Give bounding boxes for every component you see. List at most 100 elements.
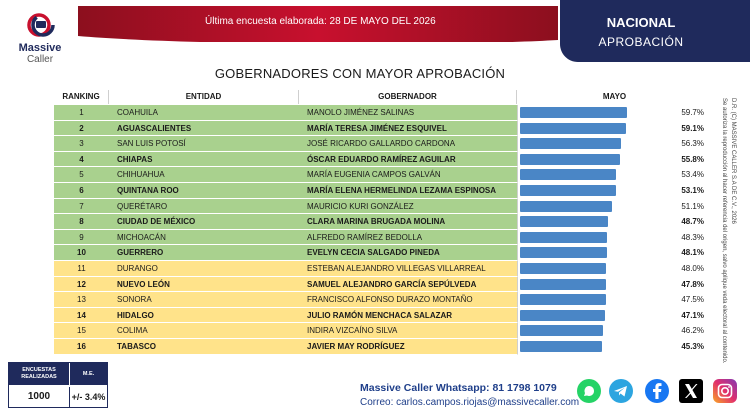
rank-cell: 9: [54, 229, 109, 246]
rank-cell: 16: [54, 339, 109, 355]
rank-cell: 3: [54, 136, 109, 152]
entidad-cell: SONORA: [109, 292, 299, 308]
bar-cell: [517, 183, 647, 199]
rank-cell: 7: [54, 198, 109, 215]
instagram-icon[interactable]: [712, 378, 738, 404]
table-row: 1 COAHUILA MANOLO JIMÉNEZ SALINAS 59.7%: [54, 105, 712, 121]
x-icon[interactable]: [678, 378, 704, 404]
approval-value-label: 55.8%: [647, 151, 712, 168]
approval-value-label: 45.3%: [647, 339, 712, 355]
rank-cell: 13: [54, 292, 109, 308]
entidad-cell: MICHOACÁN: [109, 229, 299, 246]
bar-cell: [517, 245, 647, 261]
stats-header-encuestas: ENCUESTAS REALIZADAS: [9, 363, 69, 385]
entidad-cell: DURANGO: [109, 261, 299, 277]
logo-mark-icon: [27, 13, 55, 37]
header-mayo: MAYO: [602, 92, 627, 101]
contact-whatsapp: Massive Caller Whatsapp: 81 1798 1079: [360, 382, 557, 394]
table-header: RANKING ENTIDAD GOBERNADOR MAYO: [54, 90, 712, 104]
approval-value-label: 53.1%: [647, 183, 712, 199]
gobernador-cell: JAVIER MAY RODRÍGUEZ: [299, 339, 517, 355]
approval-bar: [520, 231, 607, 243]
rank-cell: 15: [54, 323, 109, 339]
massive-caller-logo: Massive Caller: [8, 8, 72, 68]
table-row: 12 NUEVO LEÓN SAMUEL ALEJANDRO GARCÍA SEPÚ…: [54, 276, 712, 293]
stats-header-me: M.E.: [69, 363, 107, 385]
bar-cell: [517, 105, 647, 121]
gobernador-cell: MARÍA EUGENIA CAMPOS GALVÁN: [299, 167, 517, 183]
table-row: 6 QUINTANA ROO MARÍA ELENA HERMELINDA LEZA…: [54, 183, 712, 199]
entidad-cell: CHIHUAHUA: [109, 167, 299, 183]
rank-cell: 2: [54, 120, 109, 137]
bar-cell: [517, 276, 647, 293]
entidad-cell: AGUASCALIENTES: [109, 120, 299, 137]
bar-cell: [517, 307, 647, 324]
approval-bar: [520, 185, 616, 196]
bar-cell: [517, 261, 647, 277]
survey-stats-box: ENCUESTAS REALIZADAS M.E. 1000 +/- 3.4%: [8, 362, 108, 408]
survey-date-text: Última encuesta elaborada: 28 DE MAYO DE…: [205, 16, 436, 27]
table-row: 16 TABASCO JAVIER MAY RODRÍGUEZ 45.3%: [54, 339, 712, 355]
approval-value-label: 48.0%: [647, 261, 712, 277]
gobernador-cell: ALFREDO RAMÍREZ BEDOLLA: [299, 229, 517, 246]
entidad-cell: COLIMA: [109, 323, 299, 339]
gobernador-cell: MARÍA TERESA JIMÉNEZ ESQUIVEL: [299, 120, 517, 137]
entidad-cell: HIDALGO: [109, 307, 299, 324]
gobernador-cell: CLARA MARINA BRUGADA MOLINA: [299, 214, 517, 230]
legal-disclaimer: Se autoriza la reproducción al hacer ref…: [721, 98, 727, 364]
whatsapp-icon[interactable]: [576, 378, 602, 404]
bar-cell: [517, 292, 647, 308]
gobernador-cell: EVELYN CECIA SALGADO PINEDA: [299, 245, 517, 261]
table-row: 15 COLIMA INDIRA VIZCAÍNO SILVA 46.2%: [54, 323, 712, 339]
table-row: 13 SONORA FRANCISCO ALFONSO DURAZO MONTAÑO…: [54, 292, 712, 308]
scope-box: [560, 0, 750, 62]
entidad-cell: GUERRERO: [109, 245, 299, 261]
table-row: 3 SAN LUIS POTOSÍ JOSÉ RICARDO GALLARDO CA…: [54, 136, 712, 152]
table-row: 5 CHIHUAHUA MARÍA EUGENIA CAMPOS GALVÁN 53.…: [54, 167, 712, 183]
entidad-cell: TABASCO: [109, 339, 299, 355]
telegram-icon[interactable]: [608, 378, 634, 404]
approval-bar: [520, 169, 617, 181]
contact-email[interactable]: Correo: carlos.campos.riojas@massivecall…: [360, 397, 580, 408]
table-row: 10 GUERRERO EVELYN CECIA SALGADO PINEDA 48.…: [54, 245, 712, 261]
approval-value-label: 47.1%: [647, 307, 712, 324]
gobernador-cell: ÓSCAR EDUARDO RAMÍREZ AGUILAR: [299, 151, 517, 168]
gobernador-cell: FRANCISCO ALFONSO DURAZO MONTAÑO: [299, 292, 517, 308]
stats-value-me: +/- 3.4%: [69, 387, 107, 407]
brand-name-line2: Caller: [26, 54, 54, 65]
entidad-cell: NUEVO LEÓN: [109, 276, 299, 293]
approval-bar: [520, 247, 607, 259]
header-gobernador: GOBERNADOR: [299, 90, 517, 104]
entidad-cell: QUINTANA ROO: [109, 183, 299, 199]
bar-cell: [517, 323, 647, 339]
approval-value-label: 48.1%: [647, 245, 712, 261]
gobernador-cell: INDIRA VIZCAÍNO SILVA: [299, 323, 517, 339]
stats-label-encuestas-1: ENCUESTAS: [22, 367, 56, 373]
approval-bar: [520, 200, 612, 212]
brand-name-line1: Massive: [18, 42, 62, 54]
bar-cell: [517, 120, 647, 137]
rank-cell: 8: [54, 214, 109, 230]
table-row: 2 AGUASCALIENTES MARÍA TERESA JIMÉNEZ ESQU…: [54, 120, 712, 137]
approval-bar: [520, 341, 602, 352]
entidad-cell: SAN LUIS POTOSÍ: [109, 136, 299, 152]
stats-label-encuestas-2: REALIZADAS: [21, 374, 57, 380]
chart-title: GOBERNADORES CON MAYOR APROBACIÓN: [214, 66, 506, 81]
bar-cell: [517, 167, 647, 183]
rank-cell: 1: [54, 105, 109, 121]
header-entidad: ENTIDAD: [109, 90, 299, 104]
approval-value-label: 48.3%: [647, 229, 712, 246]
entidad-cell: COAHUILA: [109, 105, 299, 121]
stats-value-encuestas: 1000: [27, 391, 51, 402]
rank-cell: 10: [54, 245, 109, 261]
bar-cell: [517, 214, 647, 230]
bar-cell: [517, 198, 647, 215]
table-row: 9 MICHOACÁN ALFREDO RAMÍREZ BEDOLLA 48.3%: [54, 229, 712, 246]
header-banner: [78, 6, 558, 42]
bar-cell: [517, 136, 647, 152]
facebook-icon[interactable]: [644, 378, 670, 404]
rank-cell: 5: [54, 167, 109, 183]
approval-value-label: 53.4%: [647, 167, 712, 183]
approval-bar: [520, 325, 604, 337]
table-row: 8 CIUDAD DE MÉXICO CLARA MARINA BRUGADA MO…: [54, 214, 712, 230]
